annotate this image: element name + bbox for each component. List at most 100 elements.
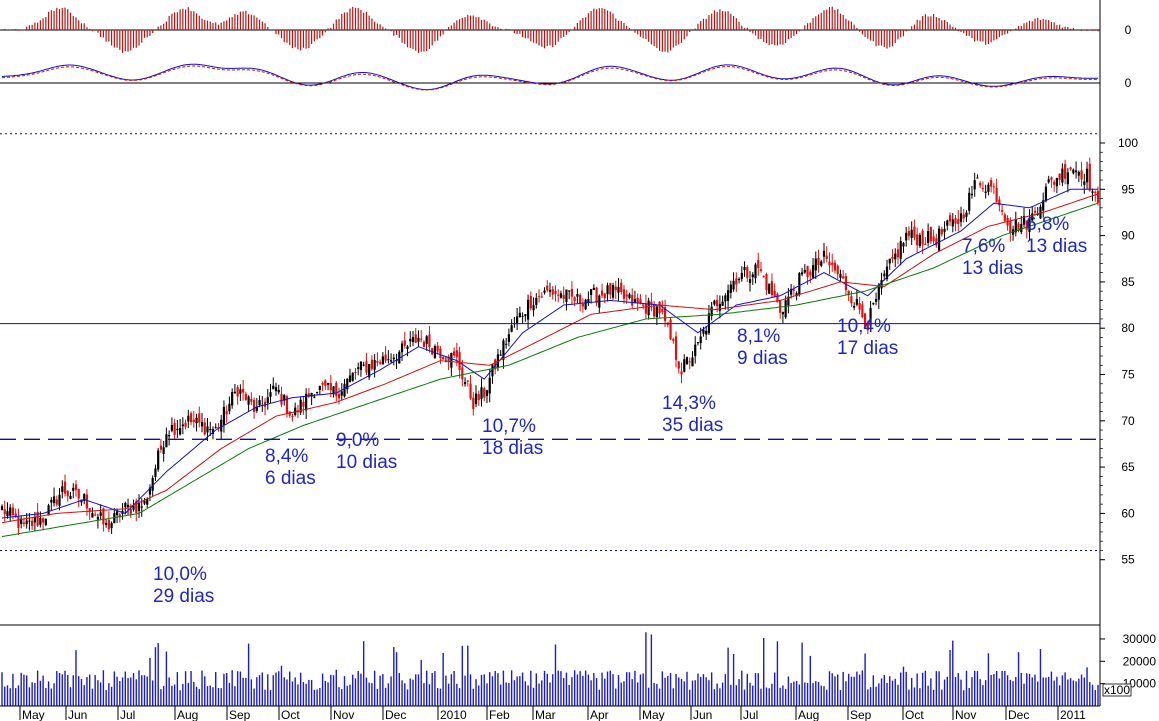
candle-body [595, 287, 598, 303]
candle-body [639, 299, 642, 304]
candle-body [625, 294, 628, 297]
candle-body [696, 342, 700, 344]
candle-body [866, 322, 869, 331]
candle-body [346, 378, 349, 390]
candle-body [422, 341, 426, 348]
candle-body [614, 286, 617, 291]
drawdown-annotation: 17 dias [837, 338, 898, 359]
candle-body [411, 337, 415, 342]
candle-body [1044, 186, 1048, 202]
candle-body [532, 305, 535, 311]
candle-body [998, 199, 1001, 206]
candle-body [836, 265, 839, 275]
candle-body [642, 304, 645, 306]
candle-body [748, 279, 752, 284]
candle-body [359, 361, 363, 371]
candle-body [899, 241, 902, 259]
candle-body [929, 227, 932, 242]
candle-body [937, 228, 941, 251]
price-tick-label: 60 [1121, 506, 1135, 520]
candle-body [480, 387, 483, 400]
candle-body [918, 235, 921, 246]
x-tick-label: Sep [850, 708, 872, 721]
candle-body [762, 276, 765, 278]
candle-body [31, 520, 34, 527]
candle-body [244, 393, 247, 400]
candle-body [951, 219, 954, 227]
volume-panel [0, 624, 1100, 706]
candle-body [291, 416, 294, 418]
candle-body [442, 357, 445, 360]
candle-body [724, 295, 727, 302]
candle-body [584, 299, 587, 310]
candle-body [50, 499, 53, 503]
candle-body [450, 353, 453, 368]
candle-body [946, 220, 949, 226]
candle-body [570, 288, 574, 297]
candle-body [518, 312, 521, 318]
candle-body [461, 367, 464, 380]
candle-body [294, 407, 297, 415]
candle-body [847, 291, 850, 296]
candle-body [318, 386, 321, 390]
candle-body [1085, 168, 1089, 183]
candle-body [1083, 181, 1086, 185]
candle-body [759, 269, 763, 271]
candle-body [395, 360, 398, 362]
candle-body [14, 513, 17, 518]
candle-body [529, 295, 532, 309]
candle-body [737, 279, 741, 281]
candle-body [516, 316, 519, 325]
candle-body [650, 301, 653, 304]
candle-body [365, 361, 368, 373]
candle-body [420, 338, 423, 340]
candle-body [135, 501, 138, 513]
candle-body [1091, 191, 1094, 193]
candle-body [1042, 200, 1045, 211]
candle-body [853, 306, 856, 308]
candle-body [403, 340, 406, 346]
price-tick-label: 70 [1121, 414, 1135, 428]
candle-body [247, 396, 250, 405]
candle-body [705, 330, 708, 335]
candle-body [557, 294, 560, 296]
candle-body [392, 357, 395, 360]
candle-body [609, 283, 612, 295]
candle-body [357, 367, 360, 370]
candle-body [99, 512, 102, 516]
candle-body [324, 380, 327, 386]
drawdown-annotation: 10,4% [837, 316, 891, 337]
candle-body [844, 276, 848, 291]
candle-body [713, 300, 716, 305]
candle-body [203, 422, 206, 435]
candle-body [272, 385, 275, 390]
x-tick-label: Dec [1008, 708, 1029, 721]
candle-body [781, 312, 784, 315]
candle-body [69, 495, 72, 499]
candle-body [746, 267, 749, 278]
candle-body [910, 229, 913, 238]
candle-body [981, 187, 985, 189]
candle-body [129, 508, 132, 514]
candle-body [154, 468, 157, 477]
drawdown-annotation: 8,4% [265, 446, 308, 467]
candle-body [483, 388, 486, 398]
candle-body [0, 506, 4, 510]
candle-body [526, 299, 530, 320]
candle-body [72, 487, 75, 491]
candle-body [47, 505, 50, 516]
candle-body [573, 297, 576, 302]
candle-body [192, 419, 195, 423]
candle-body [581, 303, 584, 307]
candle-body [126, 504, 130, 508]
candle-body [187, 415, 190, 422]
candle-body [88, 508, 91, 513]
candle-body [565, 289, 568, 302]
candle-body [222, 406, 226, 425]
candle-body [940, 229, 943, 235]
candle-body [600, 290, 604, 296]
candle-body [765, 274, 768, 291]
candle-body [225, 411, 228, 415]
candle-body [491, 364, 494, 377]
